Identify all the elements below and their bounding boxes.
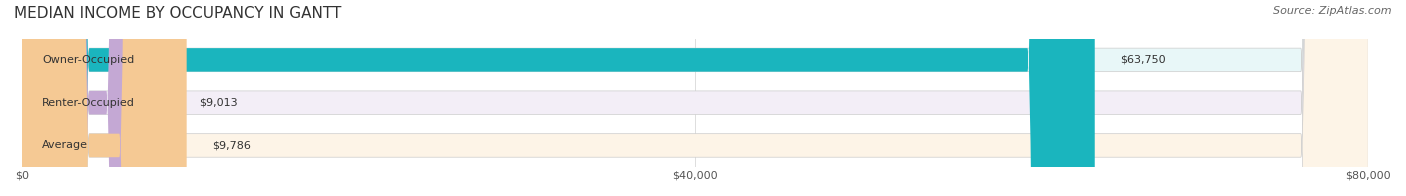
Text: Average: Average xyxy=(42,141,89,151)
Text: Owner-Occupied: Owner-Occupied xyxy=(42,55,135,65)
Text: $63,750: $63,750 xyxy=(1121,55,1166,65)
FancyBboxPatch shape xyxy=(22,0,174,196)
Text: $9,786: $9,786 xyxy=(212,141,250,151)
Text: Renter-Occupied: Renter-Occupied xyxy=(42,98,135,108)
FancyBboxPatch shape xyxy=(22,0,1368,196)
Text: $9,013: $9,013 xyxy=(198,98,238,108)
Text: MEDIAN INCOME BY OCCUPANCY IN GANTT: MEDIAN INCOME BY OCCUPANCY IN GANTT xyxy=(14,6,342,21)
FancyBboxPatch shape xyxy=(22,0,1368,196)
Text: Source: ZipAtlas.com: Source: ZipAtlas.com xyxy=(1274,6,1392,16)
FancyBboxPatch shape xyxy=(22,0,187,196)
FancyBboxPatch shape xyxy=(22,0,1368,196)
FancyBboxPatch shape xyxy=(22,0,1095,196)
